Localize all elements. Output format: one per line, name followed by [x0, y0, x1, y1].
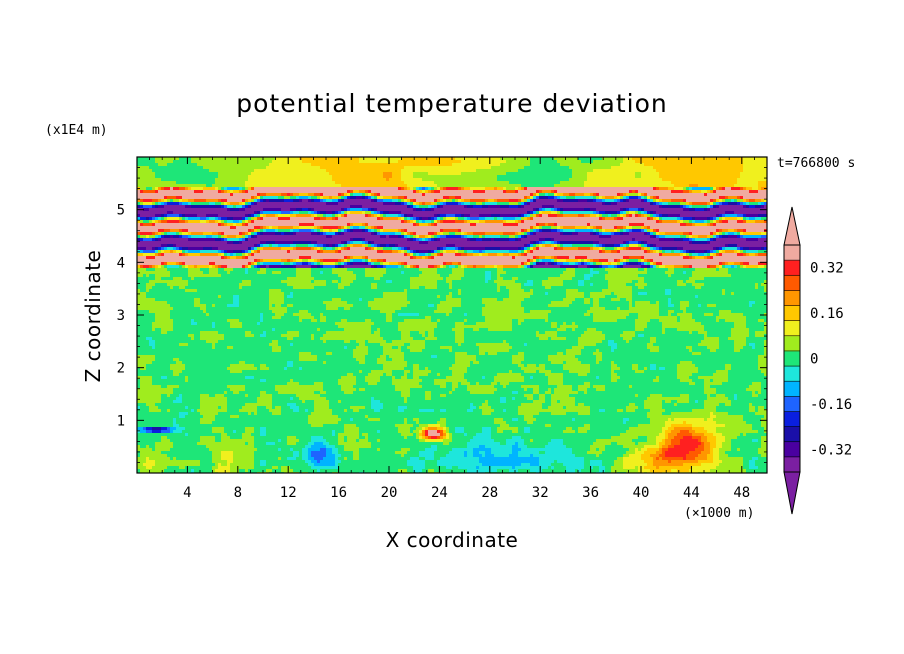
colorbar-tick-label: 0.16	[810, 306, 844, 322]
colorbar-swatch	[784, 381, 800, 397]
colorbar-extend-min	[783, 471, 801, 515]
colorbar-swatch	[784, 335, 800, 352]
time-label: t=766800 s	[777, 156, 855, 171]
y-tick-label: 4	[117, 255, 125, 271]
x-tick-label: 40	[633, 485, 650, 501]
colorbar-swatch	[784, 456, 800, 473]
y-tick-label: 5	[117, 203, 125, 219]
colorbar-swatch	[784, 320, 800, 337]
y-tick-label: 1	[117, 413, 125, 429]
colorbar-swatch	[784, 366, 800, 382]
colorbar-tick-label: 0.32	[810, 261, 844, 277]
x-tick-label: 20	[381, 485, 398, 501]
colorbar-swatch	[784, 350, 800, 367]
colorbar-swatch	[784, 396, 800, 412]
colorbar-extend-max	[783, 206, 801, 246]
x-tick-label: 8	[234, 485, 242, 501]
x-tick-label: 28	[481, 485, 498, 501]
contour-field	[137, 157, 767, 473]
colorbar-swatch	[784, 411, 800, 427]
colorbar-frame	[783, 244, 801, 473]
x-unit-label: (×1000 m)	[684, 506, 754, 521]
x-tick-label: 24	[431, 485, 448, 501]
colorbar-swatch	[784, 426, 800, 443]
y-unit-label: (x1E4 m)	[45, 123, 108, 138]
colorbar-swatch	[784, 290, 800, 306]
x-tick-label: 32	[532, 485, 549, 501]
x-tick-label: 44	[683, 485, 700, 501]
y-axis-title: Z coordinate	[81, 250, 105, 383]
chart-title: potential temperature deviation	[236, 89, 667, 118]
x-tick-label: 48	[733, 485, 750, 501]
x-tick-label: 4	[183, 485, 191, 501]
x-axis-title: X coordinate	[386, 528, 519, 552]
colorbar-swatch	[784, 441, 800, 458]
colorbar-tick-label: -0.16	[810, 397, 852, 413]
colorbar-swatch	[784, 245, 800, 261]
y-tick-label: 2	[117, 361, 125, 377]
colorbar-swatch	[784, 305, 800, 322]
colorbar-swatch	[784, 275, 800, 291]
colorbar: 0.32 0.16 0 -0.16 -0.32	[783, 206, 852, 515]
colorbar-tick-label: 0	[810, 352, 818, 368]
x-axis: 4 8 12 16 20 24 28 32 36 40 44 48	[149, 157, 755, 501]
colorbar-swatch	[784, 260, 800, 276]
x-tick-label: 16	[330, 485, 347, 501]
y-axis: 1 2 3 4 5	[117, 167, 767, 463]
x-tick-label: 12	[280, 485, 297, 501]
x-tick-label: 36	[582, 485, 599, 501]
colorbar-tick-label: -0.32	[810, 442, 852, 458]
y-tick-label: 3	[117, 308, 125, 324]
